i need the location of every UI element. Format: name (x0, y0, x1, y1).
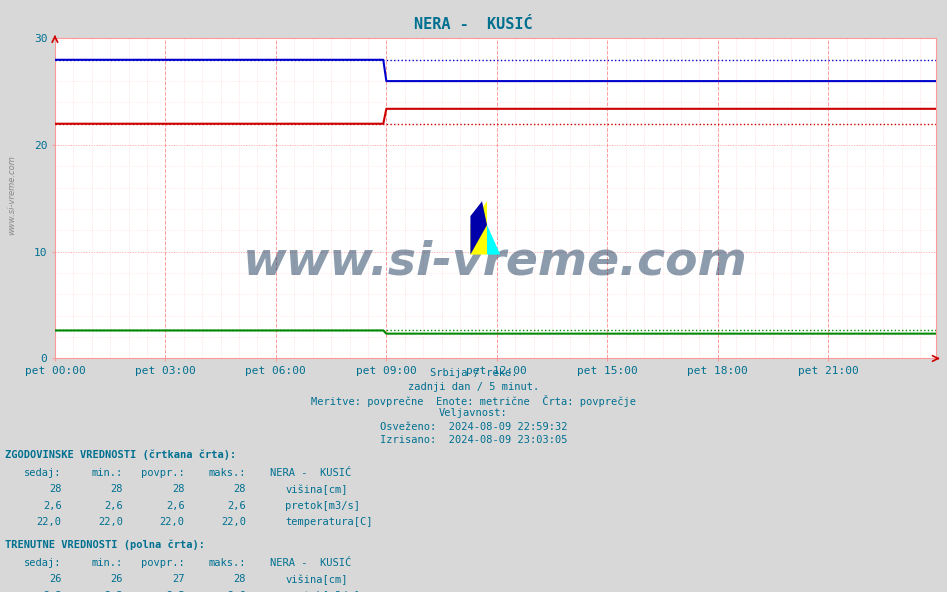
Text: 22,0: 22,0 (98, 517, 123, 527)
Text: pretok[m3/s]: pretok[m3/s] (285, 501, 360, 511)
Text: 2,6: 2,6 (227, 501, 246, 511)
Text: maks.:: maks.: (208, 558, 246, 568)
Text: 26: 26 (111, 574, 123, 584)
Text: Meritve: povprečne  Enote: metrične  Črta: povprečje: Meritve: povprečne Enote: metrične Črta:… (311, 395, 636, 407)
Text: 22,0: 22,0 (222, 517, 246, 527)
Text: Srbija / reke.: Srbija / reke. (430, 368, 517, 378)
Text: 2,3: 2,3 (104, 591, 123, 592)
Text: 22,0: 22,0 (160, 517, 185, 527)
Text: ZGODOVINSKE VREDNOSTI (črtkana črta):: ZGODOVINSKE VREDNOSTI (črtkana črta): (5, 450, 236, 461)
Polygon shape (487, 225, 500, 255)
Text: 28: 28 (234, 484, 246, 494)
Text: povpr.:: povpr.: (141, 468, 185, 478)
Text: 2,6: 2,6 (166, 501, 185, 511)
Text: NERA -  KUSIĆ: NERA - KUSIĆ (414, 17, 533, 31)
Text: 2,6: 2,6 (43, 501, 62, 511)
Text: višina[cm]: višina[cm] (285, 484, 348, 495)
Text: 28: 28 (49, 484, 62, 494)
Text: www.si-vreme.com: www.si-vreme.com (7, 156, 16, 235)
Text: www.si-vreme.com: www.si-vreme.com (242, 240, 748, 285)
Text: NERA -  KUSIĆ: NERA - KUSIĆ (270, 558, 351, 568)
Text: 26: 26 (49, 574, 62, 584)
Text: NERA -  KUSIĆ: NERA - KUSIĆ (270, 468, 351, 478)
Text: 2,6: 2,6 (227, 591, 246, 592)
Text: maks.:: maks.: (208, 468, 246, 478)
Text: 28: 28 (111, 484, 123, 494)
Text: sedaj:: sedaj: (24, 558, 62, 568)
Text: min.:: min.: (92, 558, 123, 568)
Text: 28: 28 (172, 484, 185, 494)
Text: temperatura[C]: temperatura[C] (285, 517, 372, 527)
Text: 2,5: 2,5 (166, 591, 185, 592)
Text: zadnji dan / 5 minut.: zadnji dan / 5 minut. (408, 382, 539, 392)
Text: 2,6: 2,6 (104, 501, 123, 511)
Text: 28: 28 (234, 574, 246, 584)
Text: pretok[m3/s]: pretok[m3/s] (285, 591, 360, 592)
Text: Osveženo:  2024-08-09 22:59:32: Osveženo: 2024-08-09 22:59:32 (380, 422, 567, 432)
Polygon shape (471, 201, 487, 255)
Text: 22,0: 22,0 (37, 517, 62, 527)
Text: 2,3: 2,3 (43, 591, 62, 592)
Text: višina[cm]: višina[cm] (285, 574, 348, 585)
Text: sedaj:: sedaj: (24, 468, 62, 478)
Text: TRENUTNE VREDNOSTI (polna črta):: TRENUTNE VREDNOSTI (polna črta): (5, 540, 205, 551)
Text: Izrisano:  2024-08-09 23:03:05: Izrisano: 2024-08-09 23:03:05 (380, 435, 567, 445)
Text: 27: 27 (172, 574, 185, 584)
Text: povpr.:: povpr.: (141, 558, 185, 568)
Text: min.:: min.: (92, 468, 123, 478)
Polygon shape (471, 201, 487, 255)
Text: Veljavnost:: Veljavnost: (439, 408, 508, 419)
